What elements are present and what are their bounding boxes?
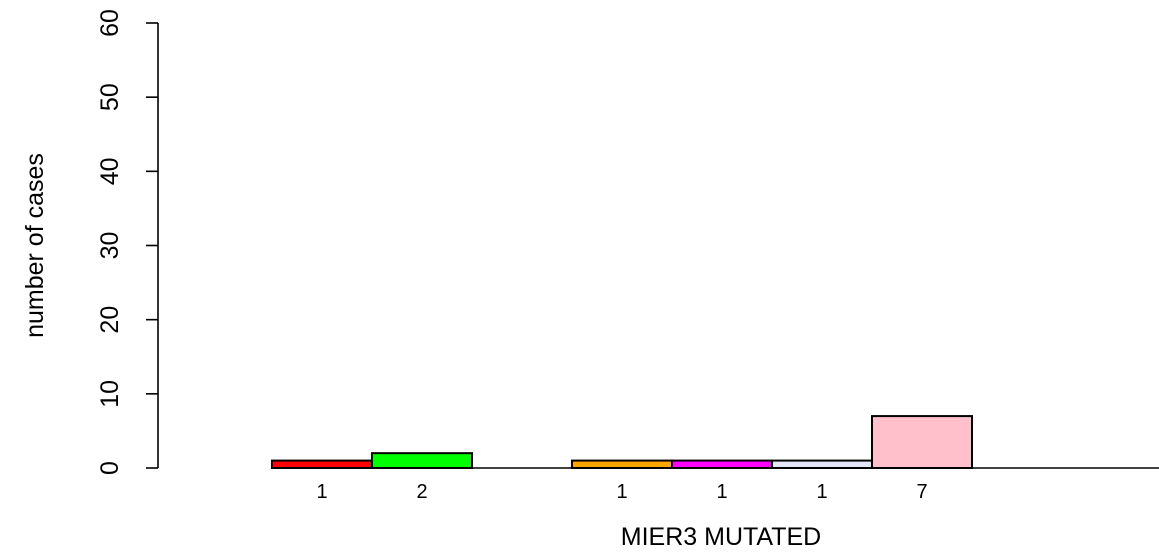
y-axis-title: number of cases xyxy=(21,153,49,338)
y-tick-label: 30 xyxy=(96,232,124,260)
bar xyxy=(771,459,873,470)
y-tick-label: 40 xyxy=(96,157,124,185)
y-tick-label: 20 xyxy=(96,306,124,334)
bar-count-label: 2 xyxy=(416,481,427,503)
bar-count-label: 1 xyxy=(716,481,727,503)
bar-value-labels: 1 2 1 1 1 7 xyxy=(316,481,927,503)
bar-count-label: 7 xyxy=(916,481,927,503)
x-axis-title: MIER3 MUTATED xyxy=(621,523,821,551)
y-tick-label: 0 xyxy=(96,461,124,475)
bar-count-label: 1 xyxy=(316,481,327,503)
bar xyxy=(671,459,773,470)
y-axis: 0 10 20 30 40 50 60 xyxy=(96,9,159,475)
bars xyxy=(271,415,973,470)
y-tick-label: 10 xyxy=(96,380,124,408)
y-tick-label: 50 xyxy=(96,83,124,111)
bar xyxy=(871,415,973,470)
y-tick-label: 60 xyxy=(96,9,124,37)
bar xyxy=(271,459,373,470)
bar-count-label: 1 xyxy=(816,481,827,503)
bar-count-label: 1 xyxy=(616,481,627,503)
bar xyxy=(571,459,673,470)
bar xyxy=(371,452,473,469)
